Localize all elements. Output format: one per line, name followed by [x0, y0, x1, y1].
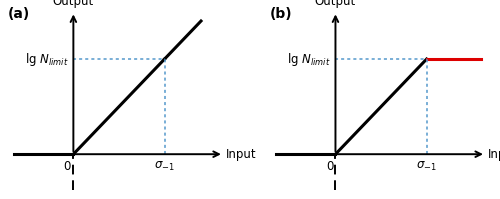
Text: 0: 0: [326, 160, 333, 173]
Text: 0: 0: [64, 160, 71, 173]
Text: Input: Input: [488, 148, 500, 161]
Text: (a): (a): [8, 7, 30, 21]
Text: Input: Input: [226, 148, 256, 161]
Text: $\sigma_{-1}$: $\sigma_{-1}$: [416, 160, 437, 173]
Text: Output: Output: [52, 0, 94, 8]
Text: (b): (b): [270, 7, 292, 21]
Text: Output: Output: [315, 0, 356, 8]
Text: lg $N_{limit}$: lg $N_{limit}$: [288, 51, 331, 68]
Text: lg $N_{limit}$: lg $N_{limit}$: [25, 51, 69, 68]
Text: $\sigma_{-1}$: $\sigma_{-1}$: [154, 160, 175, 173]
